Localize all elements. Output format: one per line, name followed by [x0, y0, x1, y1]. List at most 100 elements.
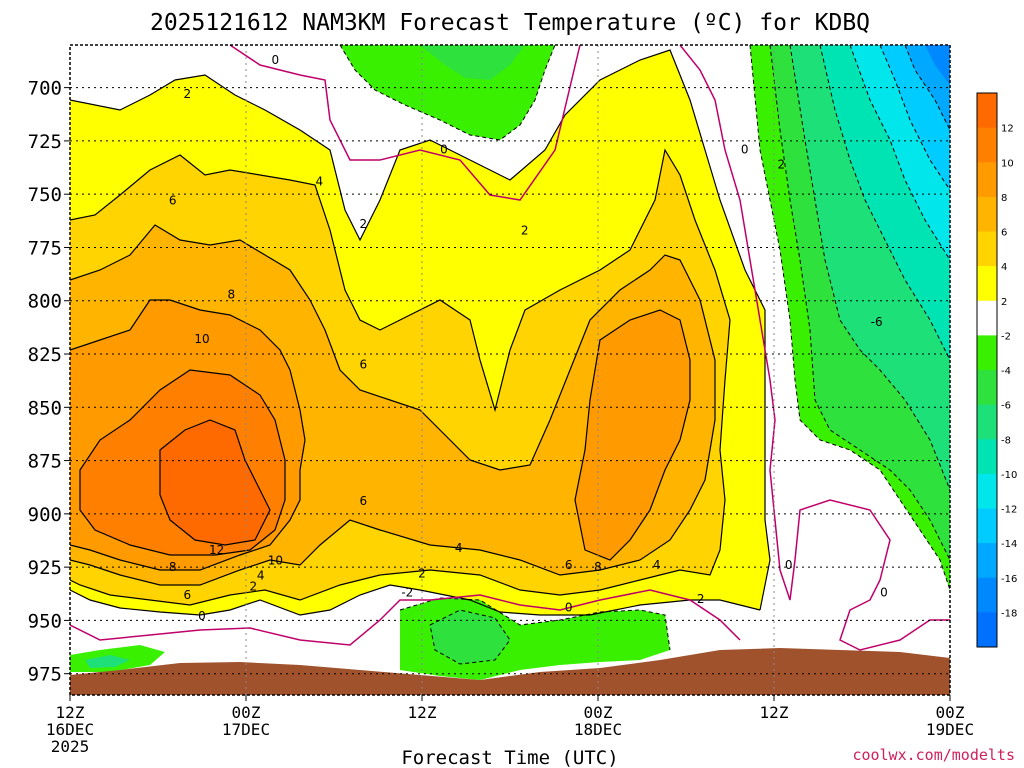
contour-2 — [70, 49, 771, 611]
colorbar-swatch — [977, 404, 997, 440]
contour-upper-pocket — [339, 45, 556, 141]
y-tick-label: 875 — [28, 451, 62, 473]
y-tick-label: 700 — [28, 78, 62, 100]
y-tick-label: 975 — [28, 664, 62, 686]
contour-label: -2 — [401, 586, 413, 600]
contour-label: 8 — [594, 560, 602, 574]
colorbar-swatch — [977, 508, 997, 544]
contour-label: 0 — [440, 142, 448, 156]
y-axis: 700 725 750 775 800 825 850 875 900 925 950 975 — [28, 78, 70, 686]
plot-frame — [69, 44, 951, 696]
zero-line-left — [229, 45, 581, 201]
contour-label: 6 — [360, 494, 368, 508]
x-tick-label: 19DEC — [926, 720, 974, 739]
contour-label: 4 — [316, 174, 324, 188]
contour-label: 0 — [272, 53, 280, 67]
terrain-ground — [70, 648, 950, 695]
colorbar-swatch — [977, 162, 997, 198]
colorbar-label: 6 — [1001, 228, 1007, 239]
colorbar-swatch — [977, 127, 997, 163]
contour-label: 2 — [697, 592, 705, 606]
contour-label: 10 — [268, 554, 283, 568]
contour-2-bottom — [70, 584, 761, 616]
contour-label: 6 — [360, 358, 368, 372]
colorbar-swatch — [977, 93, 997, 129]
contour-label: 2 — [250, 579, 258, 593]
colorbar-label: -18 — [1001, 608, 1017, 619]
contour-8 — [70, 299, 306, 571]
y-tick-label: 950 — [28, 610, 62, 632]
contour-minus-14 — [904, 45, 950, 131]
x-tick-label: 16DEC — [46, 720, 94, 739]
contour-label: 2 — [418, 567, 426, 581]
x-tick-label: 12Z — [408, 703, 437, 722]
contour-label: 2 — [360, 217, 368, 231]
colorbar-label: -6 — [1001, 401, 1011, 412]
colorbar-swatch — [977, 473, 997, 509]
contour-minus-8 — [819, 45, 950, 361]
x-tick-label: 00Z — [584, 703, 613, 722]
cold-region — [750, 45, 950, 590]
contour-minus-6 — [789, 45, 950, 491]
contour-lines — [70, 49, 771, 616]
colorbar-label: -10 — [1001, 470, 1017, 481]
colorbar: 12 10 8 6 4 2 -2 -4 -6 -8 -10 -12 -14 -16 -18 — [976, 92, 1017, 648]
contour-label: 4 — [653, 558, 661, 572]
fill-lower-left-cold-inner — [85, 655, 130, 668]
contour-label: 8 — [169, 560, 177, 574]
y-tick-label: 800 — [28, 291, 62, 313]
colorbar-label: 2 — [1001, 297, 1007, 308]
contour-label: 8 — [228, 287, 236, 301]
x-tick-label: 17DEC — [222, 720, 270, 739]
colorbar-label: -12 — [1001, 505, 1017, 516]
contour-12 — [159, 419, 271, 546]
y-tick-label: 925 — [28, 557, 62, 579]
colorbar-swatch — [977, 612, 997, 648]
contour-label: 0 — [741, 142, 749, 156]
contour-label: 0 — [880, 586, 888, 600]
fill-minus-16 — [925, 45, 950, 85]
colorbar-label: 8 — [1001, 193, 1007, 204]
contour-label: 6 — [184, 588, 192, 602]
colorbar-swatch — [977, 335, 997, 371]
contour-label: 2 — [778, 157, 786, 171]
fill-lower-cold-pocket-inner — [430, 610, 510, 664]
colorbar-swatch — [977, 231, 997, 267]
fill-8-to-10-right — [575, 310, 690, 560]
contour-minus-2 — [749, 45, 950, 591]
colorbar-label: 4 — [1001, 262, 1007, 273]
colorbar-swatch — [977, 370, 997, 406]
y-tick-label: 900 — [28, 504, 62, 526]
contour-label: 0 — [785, 558, 793, 572]
x-tick-label: 12Z — [56, 703, 85, 722]
colorbar-label: 10 — [1001, 158, 1014, 169]
y-tick-label: 850 — [28, 397, 62, 419]
contour-label: 0 — [198, 609, 206, 623]
contour-label: 0 — [565, 601, 573, 615]
colorbar-swatch — [977, 543, 997, 579]
gridlines — [70, 45, 950, 695]
x-tick-label: 12Z — [760, 703, 789, 722]
x-tick-label: 18DEC — [574, 720, 622, 739]
contour-label: 6 — [565, 558, 573, 572]
x-tick-label: 00Z — [232, 703, 261, 722]
colorbar-swatch — [977, 266, 997, 302]
contour-label: 4 — [455, 541, 463, 555]
credit-text[interactable]: coolwx.com/modelts — [852, 746, 1015, 764]
colorbar-label: -2 — [1001, 331, 1011, 342]
colorbar-swatch — [977, 577, 997, 613]
y-tick-label: 825 — [28, 344, 62, 366]
chart-title: 2025121612 NAM3KM Forecast Temperature (… — [150, 10, 870, 36]
colorbar-label: -8 — [1001, 435, 1011, 446]
colorbar-label: -4 — [1001, 366, 1011, 377]
contour-label: 12 — [209, 543, 224, 557]
negative-contour-lines — [339, 45, 950, 665]
y-tick-label: 725 — [28, 131, 62, 153]
colorbar-swatch — [977, 196, 997, 232]
zero-line-right — [679, 45, 950, 651]
contour-label: 4 — [257, 569, 265, 583]
colorbar-swatch — [977, 439, 997, 475]
